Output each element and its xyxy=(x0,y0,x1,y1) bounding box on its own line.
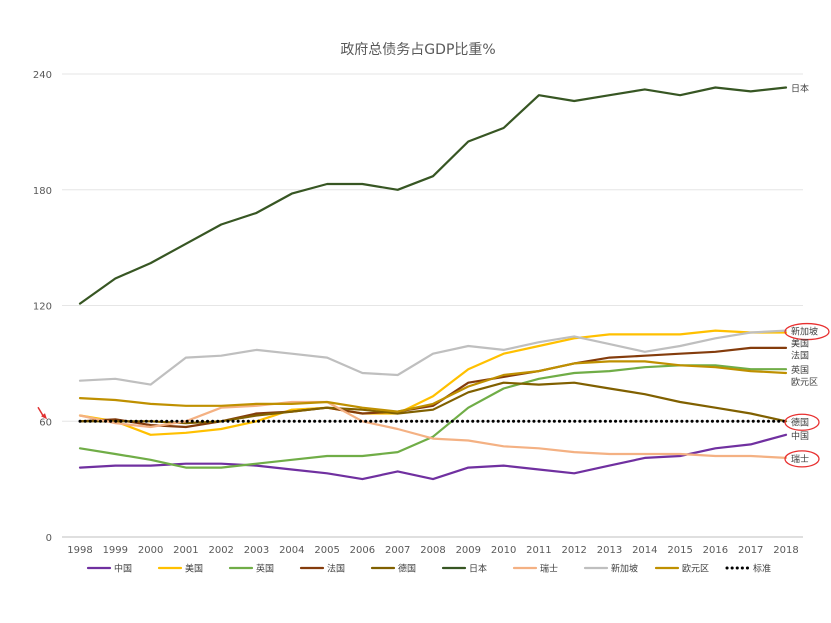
y-tick-label: 60 xyxy=(39,417,52,428)
y-tick-label: 180 xyxy=(33,186,52,197)
legend-label: 德国 xyxy=(398,563,416,575)
series-end-label: 瑞士 xyxy=(791,453,809,465)
x-tick-label: 2005 xyxy=(314,545,339,556)
series-end-label: 新加坡 xyxy=(791,326,818,338)
series-end-label: 中国 xyxy=(791,430,809,442)
x-tick-label: 2003 xyxy=(244,545,269,556)
x-tick-label: 2000 xyxy=(138,545,163,556)
x-tick-label: 2008 xyxy=(420,545,445,556)
arrow-head xyxy=(41,413,47,420)
x-tick-label: 2013 xyxy=(597,545,622,556)
series-line xyxy=(78,329,788,386)
chart-title: 政府总债务占GDP比重% xyxy=(340,42,495,58)
x-tick-label: 2014 xyxy=(632,545,657,556)
legend-label: 美国 xyxy=(185,563,203,575)
x-tick-label: 2011 xyxy=(526,545,551,556)
series-end-label: 德国 xyxy=(791,416,809,428)
x-tick-label: 1998 xyxy=(67,545,92,556)
series-line xyxy=(78,329,788,436)
x-tick-label: 2001 xyxy=(173,545,198,556)
series-end-label: 英国 xyxy=(791,364,809,376)
series-line xyxy=(78,360,788,413)
x-tick-label: 1999 xyxy=(103,545,128,556)
label-highlight-circle xyxy=(784,322,830,341)
x-tick-label: 2009 xyxy=(456,545,481,556)
annotations xyxy=(37,406,47,420)
legend-label: 英国 xyxy=(256,563,274,575)
x-tick-label: 2010 xyxy=(491,545,516,556)
legend: 中国 美国 英国 法国 德国 日本 瑞士 新加坡 欧元区 标准 xyxy=(86,563,771,575)
x-tick-label: 2015 xyxy=(667,545,692,556)
series-line xyxy=(78,86,788,305)
gridlines xyxy=(62,73,803,538)
series-line xyxy=(78,433,788,481)
y-tick-label: 240 xyxy=(33,70,52,81)
legend-label: 法国 xyxy=(327,563,345,575)
legend-label: 欧元区 xyxy=(682,563,709,575)
x-tick-label: 2007 xyxy=(385,545,410,556)
legend-label: 新加坡 xyxy=(611,563,638,575)
series-lines xyxy=(78,86,788,481)
series-line xyxy=(78,364,788,469)
legend-label: 中国 xyxy=(114,563,132,575)
legend-label: 标准 xyxy=(753,563,771,575)
label-highlight-circle xyxy=(784,413,820,431)
y-axis-ticks: 0 60 120 180 240 xyxy=(33,70,52,544)
series-line xyxy=(78,346,788,429)
series-end-label: 欧元区 xyxy=(791,376,818,388)
x-tick-label: 2017 xyxy=(738,545,763,556)
y-tick-label: 0 xyxy=(46,533,52,544)
x-tick-label: 2018 xyxy=(773,545,798,556)
legend-label: 瑞士 xyxy=(540,563,558,575)
series-end-label: 法国 xyxy=(791,350,809,362)
x-tick-label: 2016 xyxy=(703,545,728,556)
label-highlight-circle xyxy=(784,450,820,468)
x-tick-label: 2004 xyxy=(279,545,304,556)
x-tick-label: 2012 xyxy=(561,545,586,556)
series-end-label: 美国 xyxy=(791,338,809,350)
x-tick-label: 2002 xyxy=(208,545,233,556)
y-tick-label: 120 xyxy=(33,302,52,313)
x-axis-ticks: 1998 1999 2000 2001 2002 2003 2004 2005 2006 2007… xyxy=(67,545,798,556)
x-tick-label: 2006 xyxy=(350,545,375,556)
legend-label: 日本 xyxy=(469,563,487,575)
series-line xyxy=(78,400,788,459)
series-end-label: 日本 xyxy=(791,83,809,95)
